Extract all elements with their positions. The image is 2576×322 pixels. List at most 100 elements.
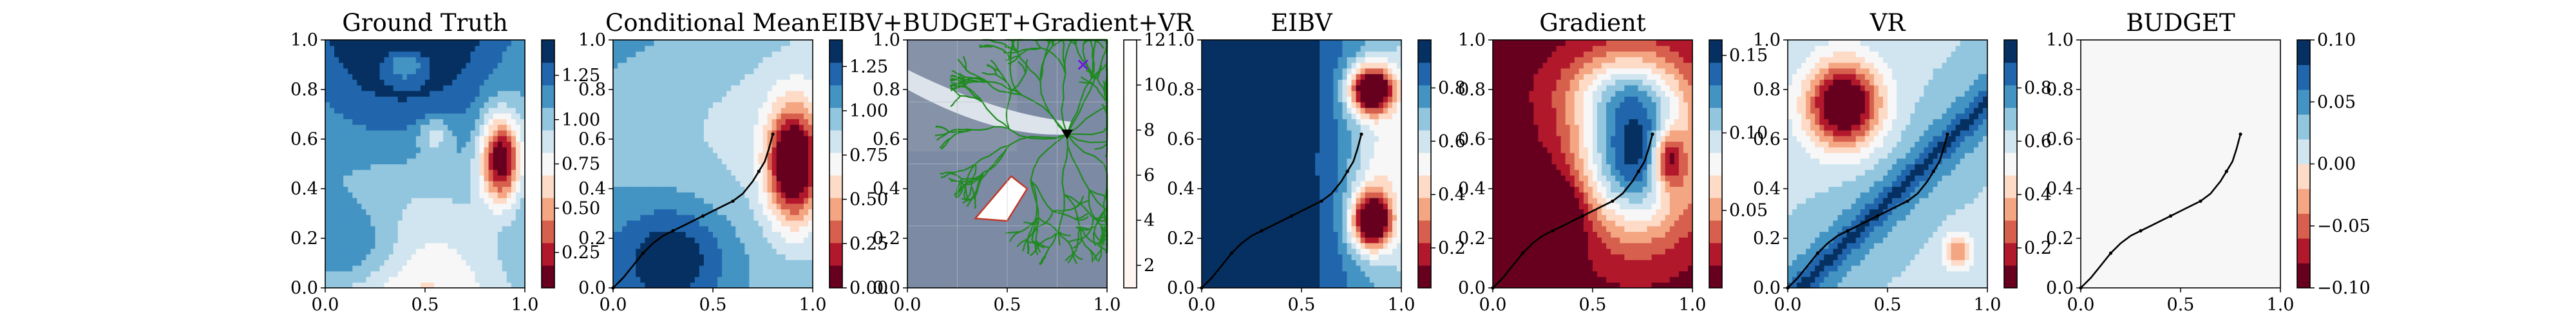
y-tick-label: 1.0 <box>578 30 606 50</box>
colorbar-segment <box>542 40 554 63</box>
colorbar-tick-label: 0.2 <box>1438 238 1466 258</box>
colorbar-segment <box>829 265 842 289</box>
colorbar-segment <box>542 130 554 153</box>
colorbar-segment <box>542 62 554 86</box>
panel-combo: EIBV+BUDGET+Gradient+VR0.0 0.5 1.00.00.20.… <box>821 9 1194 315</box>
colorbar-segment <box>2004 243 2017 266</box>
colorbar-tick-label: 0.00 <box>2317 155 2356 175</box>
y-tick-label: 0.8 <box>1458 80 1486 100</box>
path-waypoint <box>1289 214 1294 218</box>
y-tick-label: 0.4 <box>1753 179 1781 199</box>
x-tick-label: 0.5 <box>1579 295 1607 315</box>
path-waypoint <box>1345 169 1349 173</box>
colorbar-tick-label: 0.50 <box>562 198 600 218</box>
y-tick-label: 0.0 <box>1167 278 1195 298</box>
path-waypoint <box>2108 251 2113 255</box>
x-tick-label: 0.0 <box>312 295 339 315</box>
colorbar-segment <box>2297 64 2310 90</box>
colorbar-segment <box>2004 220 2017 243</box>
colorbar-tick-label: 0.05 <box>1729 201 1768 221</box>
colorbar-tick-label: 0.6 <box>2024 131 2052 151</box>
y-tick-label: 0.0 <box>2046 278 2074 298</box>
y-tick-label: 1.0 <box>1458 30 1486 50</box>
y-tick-label: 0.6 <box>578 129 606 149</box>
colorbar-segment <box>2297 263 2310 289</box>
colorbar-tick-label: 1.25 <box>849 57 888 77</box>
panel-title: EIBV+BUDGET+Gradient+VR <box>821 9 1194 37</box>
y-tick-label: 0.4 <box>873 179 900 199</box>
colorbar-tick-label: 1.25 <box>562 66 600 86</box>
path-waypoint <box>641 251 645 255</box>
x-tick-label: 0.0 <box>1479 295 1507 315</box>
x-tick-label: 0.5 <box>994 295 1021 315</box>
panel-eibv: EIBV 0.0 0.5 1.0 0.0 0.2 0.4 0.6 0.8 1.0 0.2 0.4 0.6… <box>1167 9 1466 315</box>
x-tick-label: 0.0 <box>600 295 627 315</box>
colorbar-segment <box>1709 130 1722 153</box>
colorbar-segment <box>829 108 842 131</box>
colorbar-tick-label: 0.8 <box>2024 79 2052 99</box>
colorbar-segment <box>1709 62 1722 86</box>
colorbar-segment <box>542 220 554 243</box>
panel-title: BUDGET <box>2126 9 2235 37</box>
y-tick-label: 0.8 <box>1167 80 1195 100</box>
x-tick-label: 0.0 <box>2067 295 2095 315</box>
colorbar-segment <box>2004 130 2017 153</box>
colorbar-segment <box>542 85 554 108</box>
y-tick-label: 0.0 <box>1458 278 1486 298</box>
y-tick-label: 0.2 <box>578 229 606 249</box>
colorbar-segment <box>829 85 842 108</box>
colorbar-tick-label: 1.00 <box>849 101 888 121</box>
colorbar-fill <box>1124 40 1137 288</box>
colorbar-segment <box>2297 189 2310 214</box>
colorbar-segment <box>1709 198 1722 221</box>
path-waypoint <box>1520 251 1525 255</box>
path-waypoint <box>671 229 675 232</box>
colorbar-segment <box>2297 213 2310 239</box>
colorbar-segment <box>829 220 842 243</box>
path-waypoint <box>2224 169 2228 173</box>
colorbar-segment <box>1709 85 1722 108</box>
colorbar-segment <box>542 175 554 198</box>
y-tick-label: 0.0 <box>578 278 606 298</box>
colorbar-tick-label: 1.00 <box>562 110 600 130</box>
colorbar-segment <box>1418 220 1431 243</box>
colorbar-segment <box>2297 40 2310 65</box>
x-tick-label: 1.0 <box>2267 295 2295 315</box>
colorbar-segment <box>829 175 842 198</box>
colorbar-segment <box>542 198 554 221</box>
panel-title: Gradient <box>1539 9 1646 37</box>
colorbar-segment <box>829 62 842 86</box>
colorbar-segment <box>1418 265 1431 289</box>
colorbar-tick-label: 0.00 <box>849 278 888 298</box>
y-tick-label: 0.6 <box>873 129 900 149</box>
y-tick-label: 0.2 <box>1458 229 1486 249</box>
y-tick-label: 0.4 <box>1458 179 1486 199</box>
y-tick-label: 0.8 <box>2046 80 2074 100</box>
colorbar-segment <box>2297 238 2310 263</box>
colorbar-tick-label: −0.05 <box>2317 216 2371 236</box>
panel-title: Conditional Mean <box>605 9 820 37</box>
colorbar-tick-label: 0.75 <box>849 146 888 166</box>
current-location-marker <box>1061 129 1073 140</box>
y-tick-label: 0.8 <box>578 80 606 100</box>
y-tick-label: 1.0 <box>290 30 318 50</box>
path-waypoint <box>757 169 761 173</box>
colorbar-segment <box>1709 265 1722 289</box>
y-tick-label: 0.2 <box>2046 229 2074 249</box>
colorbar-segment <box>1709 40 1722 63</box>
colorbar-segment <box>1418 175 1431 198</box>
colorbar-segment <box>1418 85 1431 108</box>
path-waypoint <box>1651 132 1654 136</box>
colorbar-tick-label: 0.6 <box>1438 131 1466 151</box>
colorbar-tick-label: 2 <box>1144 256 1155 276</box>
colorbar-tick-label: 0.50 <box>849 190 888 210</box>
path-waypoint <box>771 132 775 136</box>
colorbar-segment <box>829 130 842 153</box>
colorbar-tick-label: 0.10 <box>2317 30 2356 50</box>
colorbar-segment <box>1709 243 1722 266</box>
colorbar-segment <box>1418 153 1431 176</box>
colorbar-tick-label: 0.4 <box>2024 185 2052 205</box>
colorbar-segment <box>2297 90 2310 115</box>
y-tick-label: 0.6 <box>290 129 318 149</box>
